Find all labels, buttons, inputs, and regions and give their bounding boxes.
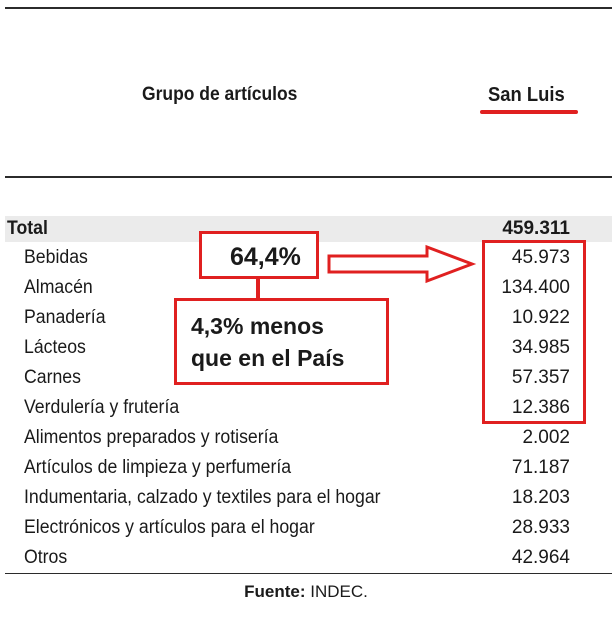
row-value: 10.922 <box>511 307 570 328</box>
table-row: Indumentaria, calzado y textiles para el… <box>5 483 612 513</box>
row-value: 28.933 <box>511 517 570 538</box>
table-row: Almacén 134.400 <box>5 273 612 303</box>
difference-text-line2: que en el País <box>191 345 345 371</box>
row-label: Lácteos <box>24 337 86 358</box>
table-row: Artículos de limpieza y perfumería 71.18… <box>5 453 612 483</box>
header-rule <box>5 176 612 178</box>
table-row: Alimentos preparados y rotisería 2.002 <box>5 423 612 453</box>
row-value: 459.311 <box>502 218 570 239</box>
row-label: Artículos de limpieza y perfumería <box>24 457 292 478</box>
row-label: Verdulería y frutería <box>24 397 180 418</box>
share-percent-text: 64,4% <box>230 243 301 271</box>
row-value: 34.985 <box>511 337 570 358</box>
row-label: Alimentos preparados y rotisería <box>24 427 279 448</box>
share-percent-callout: 64,4% <box>199 231 319 279</box>
row-value: 57.357 <box>511 367 570 388</box>
row-value: 134.400 <box>501 277 570 298</box>
row-value: 45.973 <box>511 247 570 268</box>
table-row: Electrónicos y artículos para el hogar 2… <box>5 513 612 543</box>
table-row: Bebidas 45.973 <box>5 243 612 273</box>
table-row: Lácteos 34.985 <box>5 333 612 363</box>
table-row: Verdulería y frutería 12.386 <box>5 393 612 423</box>
row-value: 42.964 <box>511 547 570 568</box>
table-row: Otros 42.964 <box>5 543 612 573</box>
row-label: Bebidas <box>24 247 88 268</box>
difference-callout: 4,3% menos que en el País <box>174 298 389 385</box>
region-column-header: San Luis <box>488 84 565 106</box>
row-label: Panadería <box>24 307 106 328</box>
row-label: Otros <box>24 547 68 568</box>
row-value: 2.002 <box>522 427 570 448</box>
table-row: Panadería 10.922 <box>5 303 612 333</box>
row-value: 12.386 <box>511 397 570 418</box>
row-label: Electrónicos y artículos para el hogar <box>24 517 315 538</box>
row-label: Almacén <box>24 277 93 298</box>
bottom-rule <box>5 573 612 574</box>
source-note: Fuente: INDEC. <box>0 582 612 602</box>
difference-text-line1: 4,3% menos <box>191 313 324 339</box>
highlighted-values-frame <box>482 240 586 424</box>
row-label: Indumentaria, calzado y textiles para el… <box>24 487 381 508</box>
row-label: Total <box>7 218 48 239</box>
source-label: Fuente: <box>244 582 306 601</box>
row-value: 71.187 <box>511 457 570 478</box>
top-rule <box>5 7 612 9</box>
group-column-header: Grupo de artículos <box>142 84 298 105</box>
row-label: Carnes <box>24 367 81 388</box>
source-value: INDEC. <box>310 582 368 601</box>
table-row: Carnes 57.357 <box>5 363 612 393</box>
table-row-total: Total 459.311 <box>5 214 612 244</box>
callout-connector <box>256 279 260 299</box>
region-highlight-underline <box>480 110 578 114</box>
right-arrow-icon <box>327 244 477 284</box>
row-value: 18.203 <box>511 487 570 508</box>
